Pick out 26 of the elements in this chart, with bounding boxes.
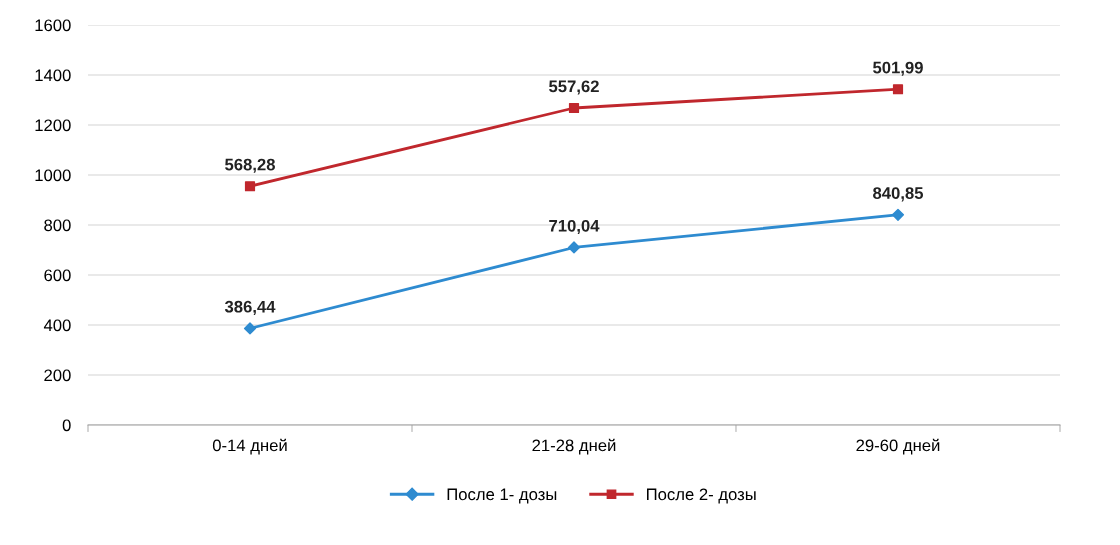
point: [891, 208, 905, 221]
x-tick-label: 21-28 дней: [532, 438, 616, 455]
y-tick-label: 200: [44, 369, 71, 382]
data-label: 840,85: [873, 187, 924, 202]
data-label: 386,44: [224, 300, 276, 316]
y-tick-label: 1000: [35, 169, 71, 182]
legend-label: После 2- дозы: [647, 488, 756, 504]
y-tick-label: 800: [44, 219, 71, 232]
y-tick-label: 1200: [35, 119, 71, 132]
y-tick-label: 1600: [35, 19, 71, 32]
y-tick-label: 600: [44, 269, 71, 282]
point: [243, 322, 257, 335]
annotation: 568,28: [225, 158, 275, 173]
annotation: 501,99: [873, 61, 923, 76]
point: [568, 102, 580, 114]
data-label: 710,04: [549, 219, 600, 235]
point: [244, 181, 256, 192]
point: [892, 84, 904, 95]
x-tick-label: 0-14 дней: [212, 438, 287, 455]
point: [567, 241, 581, 254]
legend-label: После 1- дозы: [447, 488, 557, 504]
y-tick-label: 0: [62, 419, 71, 432]
x-tick-label: 29-60 дней: [856, 438, 940, 455]
y-tick-label: 400: [43, 319, 71, 332]
annotation: 557,62: [549, 80, 599, 95]
y-tick-label: 1400: [35, 69, 71, 82]
